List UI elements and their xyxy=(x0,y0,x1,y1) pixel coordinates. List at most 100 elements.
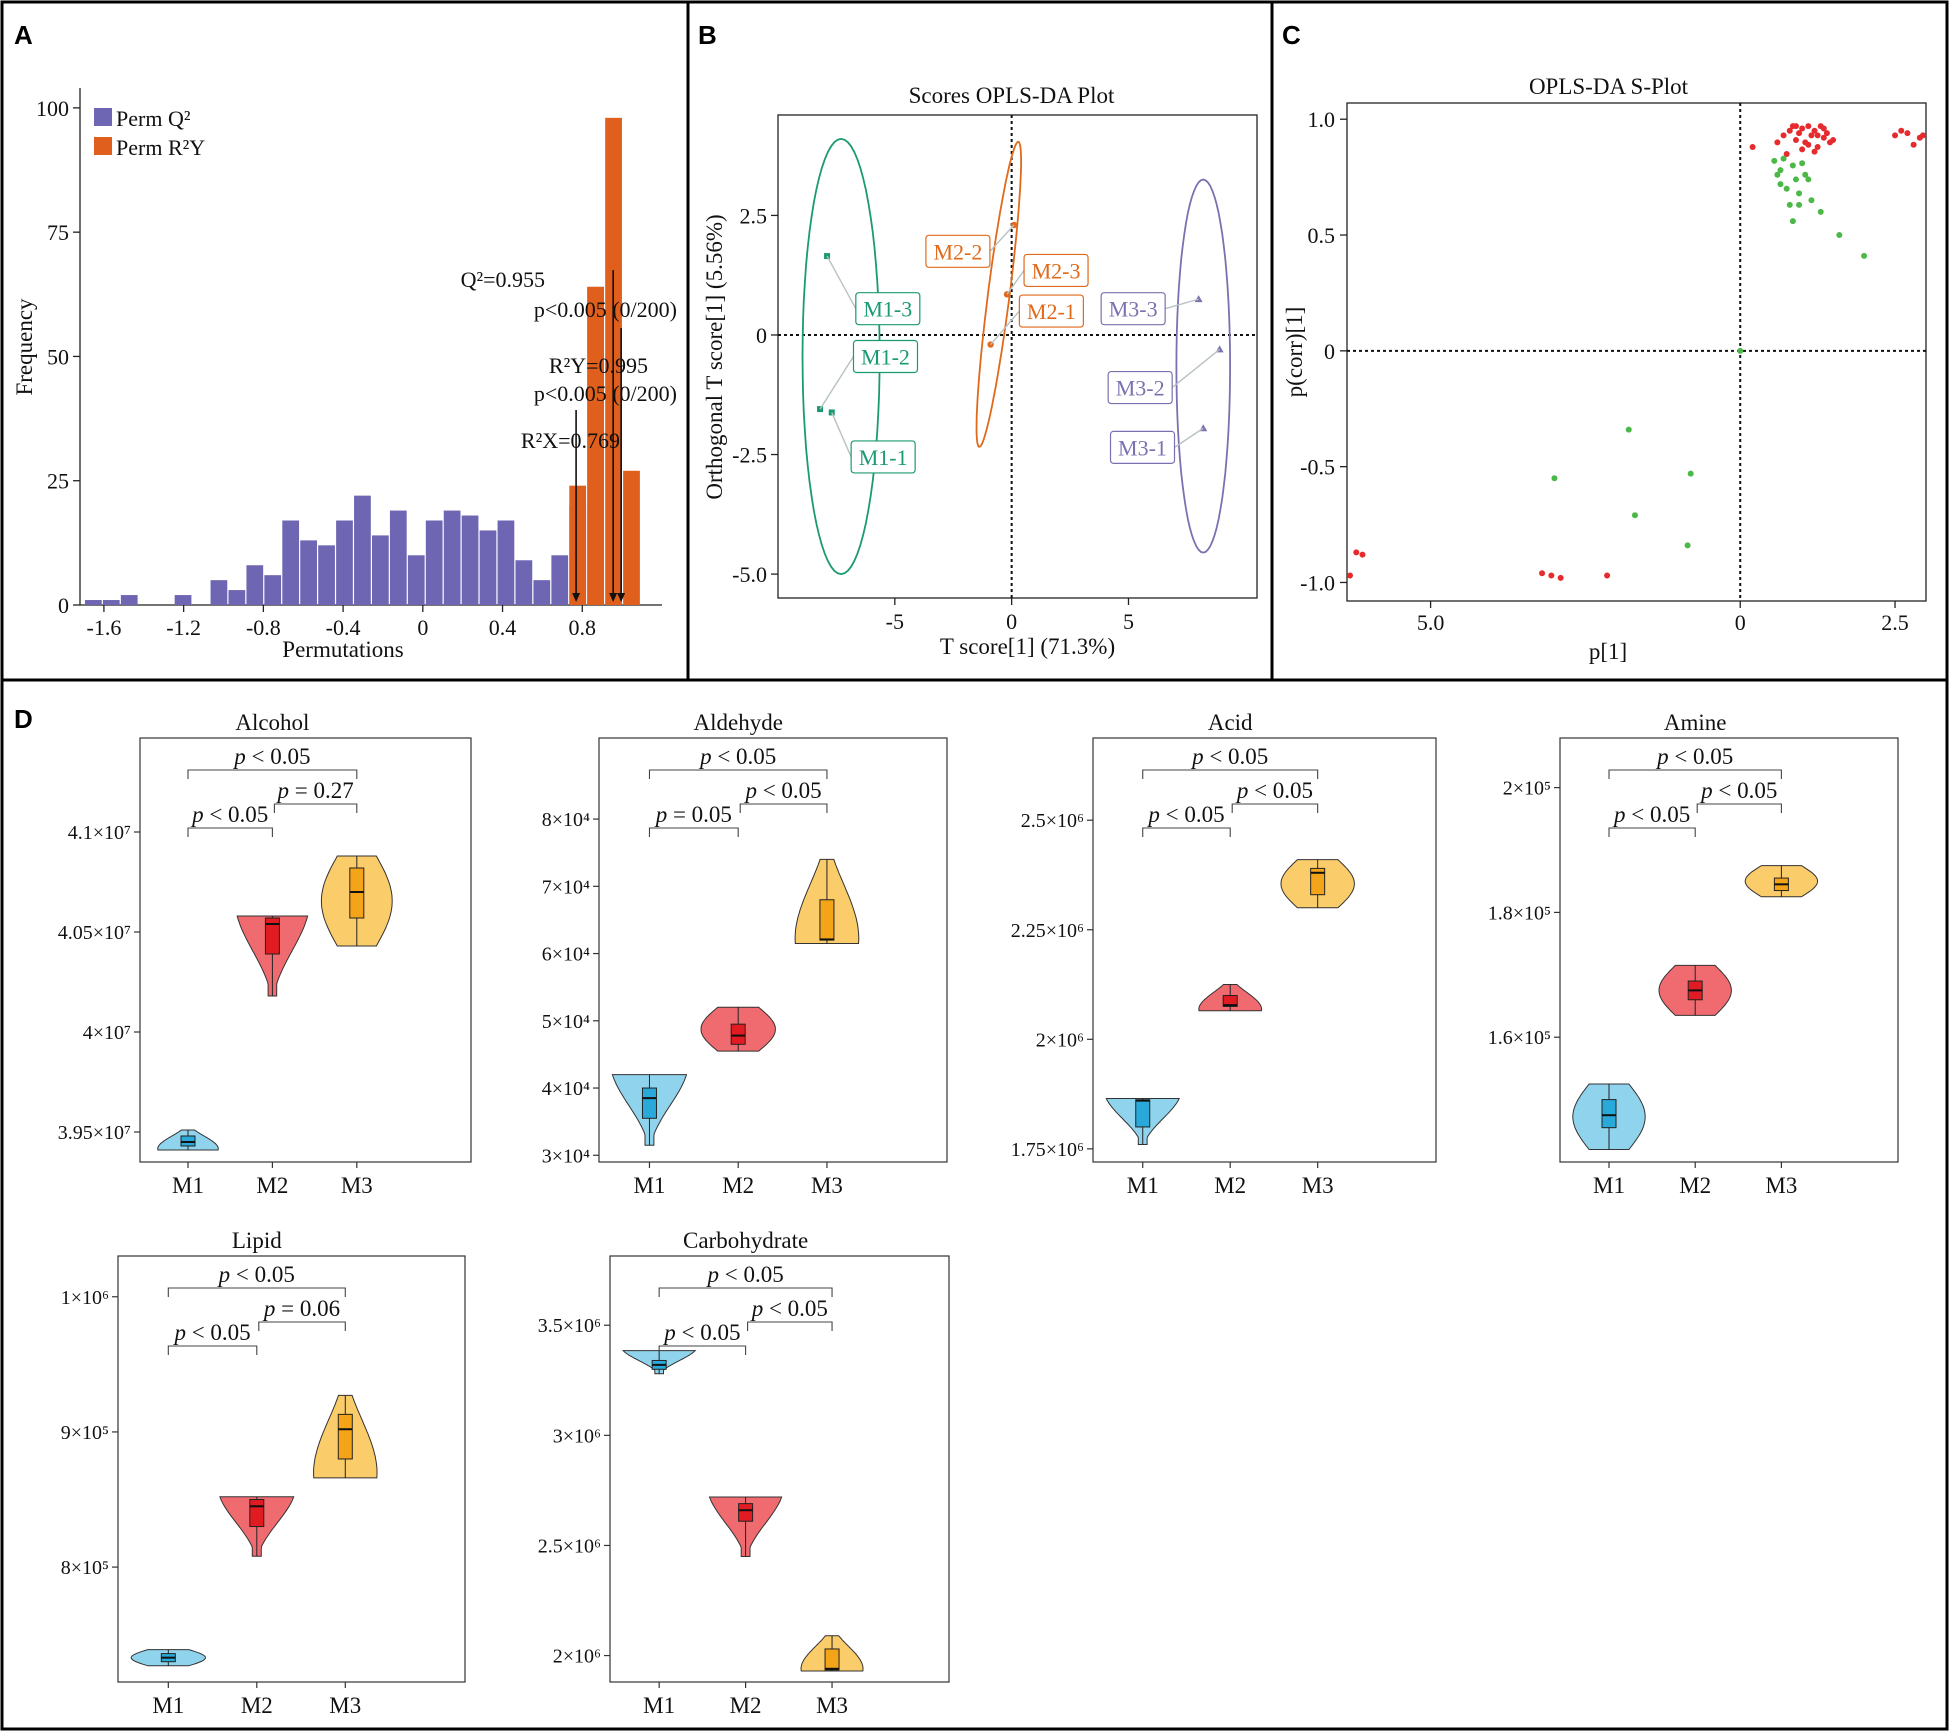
red-variable-point xyxy=(1814,132,1821,139)
x-tick-label: M1 xyxy=(643,1693,675,1718)
significance-bracket xyxy=(648,827,739,837)
x-tick-label: M2 xyxy=(256,1173,288,1198)
label-connector xyxy=(989,224,1015,252)
green-variable-point xyxy=(1771,157,1778,164)
green-variable-point xyxy=(1551,475,1558,482)
plot-frame xyxy=(1092,737,1437,1163)
red-variable-point xyxy=(1898,127,1905,134)
red-variable-point xyxy=(1604,572,1611,579)
y-axis-title: Orthogonal T score[1] (5.56%) xyxy=(702,214,727,499)
y-tick-label: 0 xyxy=(58,593,69,618)
y-tick-label: 0 xyxy=(1324,339,1335,364)
x-tick-label: M3 xyxy=(329,1693,361,1718)
x-tick-label: 0.4 xyxy=(489,615,517,640)
significance-bracket xyxy=(747,1321,833,1331)
y-tick-label: -1.0 xyxy=(1300,570,1335,595)
significance-bracket xyxy=(1696,803,1782,813)
panel-label-a: A xyxy=(14,20,33,50)
red-variable-point xyxy=(1359,551,1366,558)
label-text-m3-1: M3-1 xyxy=(1118,435,1167,460)
green-variable-point xyxy=(1805,176,1812,183)
violin-panel-alcohol: Alcohol 3.95×10⁷ 4×10⁷ 4.05×10⁷ 4.1×10⁷ M1 M2 M… xyxy=(58,710,472,1198)
perm-q2-bar xyxy=(515,560,533,605)
y-tick-label: 4.05×10⁷ xyxy=(58,922,131,944)
green-variable-point xyxy=(1625,426,1632,433)
legend-label-q2: Perm Q² xyxy=(116,106,191,131)
label-text-m1-2: M1-2 xyxy=(861,345,910,370)
perm-r2y-bar xyxy=(623,470,640,605)
box-m2 xyxy=(730,1023,746,1045)
x-tick-label: 5 xyxy=(1123,609,1134,634)
y-tick-label: 7×10⁴ xyxy=(542,876,590,898)
green-variable-point xyxy=(1631,512,1638,519)
red-variable-point xyxy=(1774,139,1781,146)
x-tick-label: M3 xyxy=(816,1693,848,1718)
y-tick-label: 25 xyxy=(47,469,69,494)
x-axis-title: p[1] xyxy=(1589,639,1627,664)
significance-bracket xyxy=(167,1345,258,1355)
label-text-m1-1: M1-1 xyxy=(859,445,908,470)
red-variable-point xyxy=(1808,132,1815,139)
perm-q2-bar xyxy=(389,510,407,605)
green-variable-point xyxy=(1684,542,1691,549)
red-variable-point xyxy=(1792,137,1799,144)
significance-label: p = 0.05 xyxy=(654,802,732,827)
perm-q2-bar xyxy=(282,520,300,605)
significance-label: p < 0.05 xyxy=(1612,802,1690,827)
green-variable-point xyxy=(1687,470,1694,477)
y-tick-label: 4×10⁷ xyxy=(83,1022,131,1044)
perm-q2-bar xyxy=(174,595,192,605)
red-variable-point xyxy=(1820,125,1827,132)
green-variable-point xyxy=(1861,252,1868,259)
chart-title: Amine xyxy=(1664,710,1727,735)
y-tick-label: 2.5×10⁶ xyxy=(538,1535,601,1557)
red-variable-point xyxy=(1796,130,1803,137)
panel-label-c: C xyxy=(1282,20,1301,50)
green-variable-point xyxy=(1799,160,1806,167)
significance-label: p < 0.05 xyxy=(1699,778,1777,803)
y-tick-label: 0 xyxy=(756,323,767,348)
green-variable-point xyxy=(1777,181,1784,188)
y-tick-label: 50 xyxy=(47,344,69,369)
perm-q2-bar xyxy=(551,555,569,605)
green-variable-point xyxy=(1789,162,1796,169)
significance-bracket xyxy=(273,803,358,813)
label-box-m3-1 xyxy=(1109,430,1176,464)
perm-q2-bar xyxy=(336,520,353,605)
y-tick-label: -0.5 xyxy=(1300,455,1335,480)
red-variable-point xyxy=(1749,144,1756,151)
red-variable-point xyxy=(1347,572,1353,579)
green-variable-point xyxy=(1796,201,1803,208)
green-variable-point xyxy=(1802,171,1809,178)
violin-panel-acid: Acid 1.75×10⁶ 2×10⁶ 2.25×10⁶ 2.5×10⁶ M1 M2 M3 p … xyxy=(1011,710,1437,1198)
perm-q2-bar xyxy=(425,520,443,605)
chart-title: Carbohydrate xyxy=(683,1228,808,1253)
x-tick-label: M3 xyxy=(341,1173,373,1198)
x-tick-label: 2.5 xyxy=(1881,610,1909,635)
y-tick-label: 6×10⁴ xyxy=(542,944,590,966)
legend-swatch-q2 xyxy=(94,108,112,126)
perm-q2-bar xyxy=(461,515,479,605)
x-tick-label: -0.8 xyxy=(246,615,281,640)
legend-label-r2y: Perm R²Y xyxy=(116,135,205,160)
m1-confidence-ellipse xyxy=(801,137,881,576)
x-tick-label: M1 xyxy=(152,1693,184,1718)
significance-bracket xyxy=(1231,803,1319,813)
red-variable-point xyxy=(1557,574,1564,581)
label-box-m3-3 xyxy=(1100,292,1166,326)
y-tick-label: 2.25×10⁶ xyxy=(1011,920,1084,942)
violin-panel-lipid: Lipid 8×10⁵ 9×10⁵ 1×10⁶ M1 M2 M3 p < 0.05 p < 0.… xyxy=(61,1228,466,1718)
violin-panel-aldehyde: Aldehyde 3×10⁴ 4×10⁴ 5×10⁴ 6×10⁴ 7×10⁴ 8×10⁴ M1… xyxy=(542,710,948,1198)
y-tick-label: 5×10⁴ xyxy=(542,1011,590,1033)
label-box-m2-2 xyxy=(925,234,991,268)
box-m2 xyxy=(738,1503,754,1522)
x-tick-label: 5.0 xyxy=(1417,610,1445,635)
annotation-arrow-head xyxy=(572,593,581,602)
x-tick-label: M1 xyxy=(1127,1173,1159,1198)
red-variable-point xyxy=(1783,150,1790,157)
label-box-m1-3 xyxy=(855,292,921,326)
perm-q2-bar xyxy=(246,565,264,605)
y-tick-label: 8×10⁴ xyxy=(542,809,590,831)
y-tick-label: 4.1×10⁷ xyxy=(68,822,131,844)
